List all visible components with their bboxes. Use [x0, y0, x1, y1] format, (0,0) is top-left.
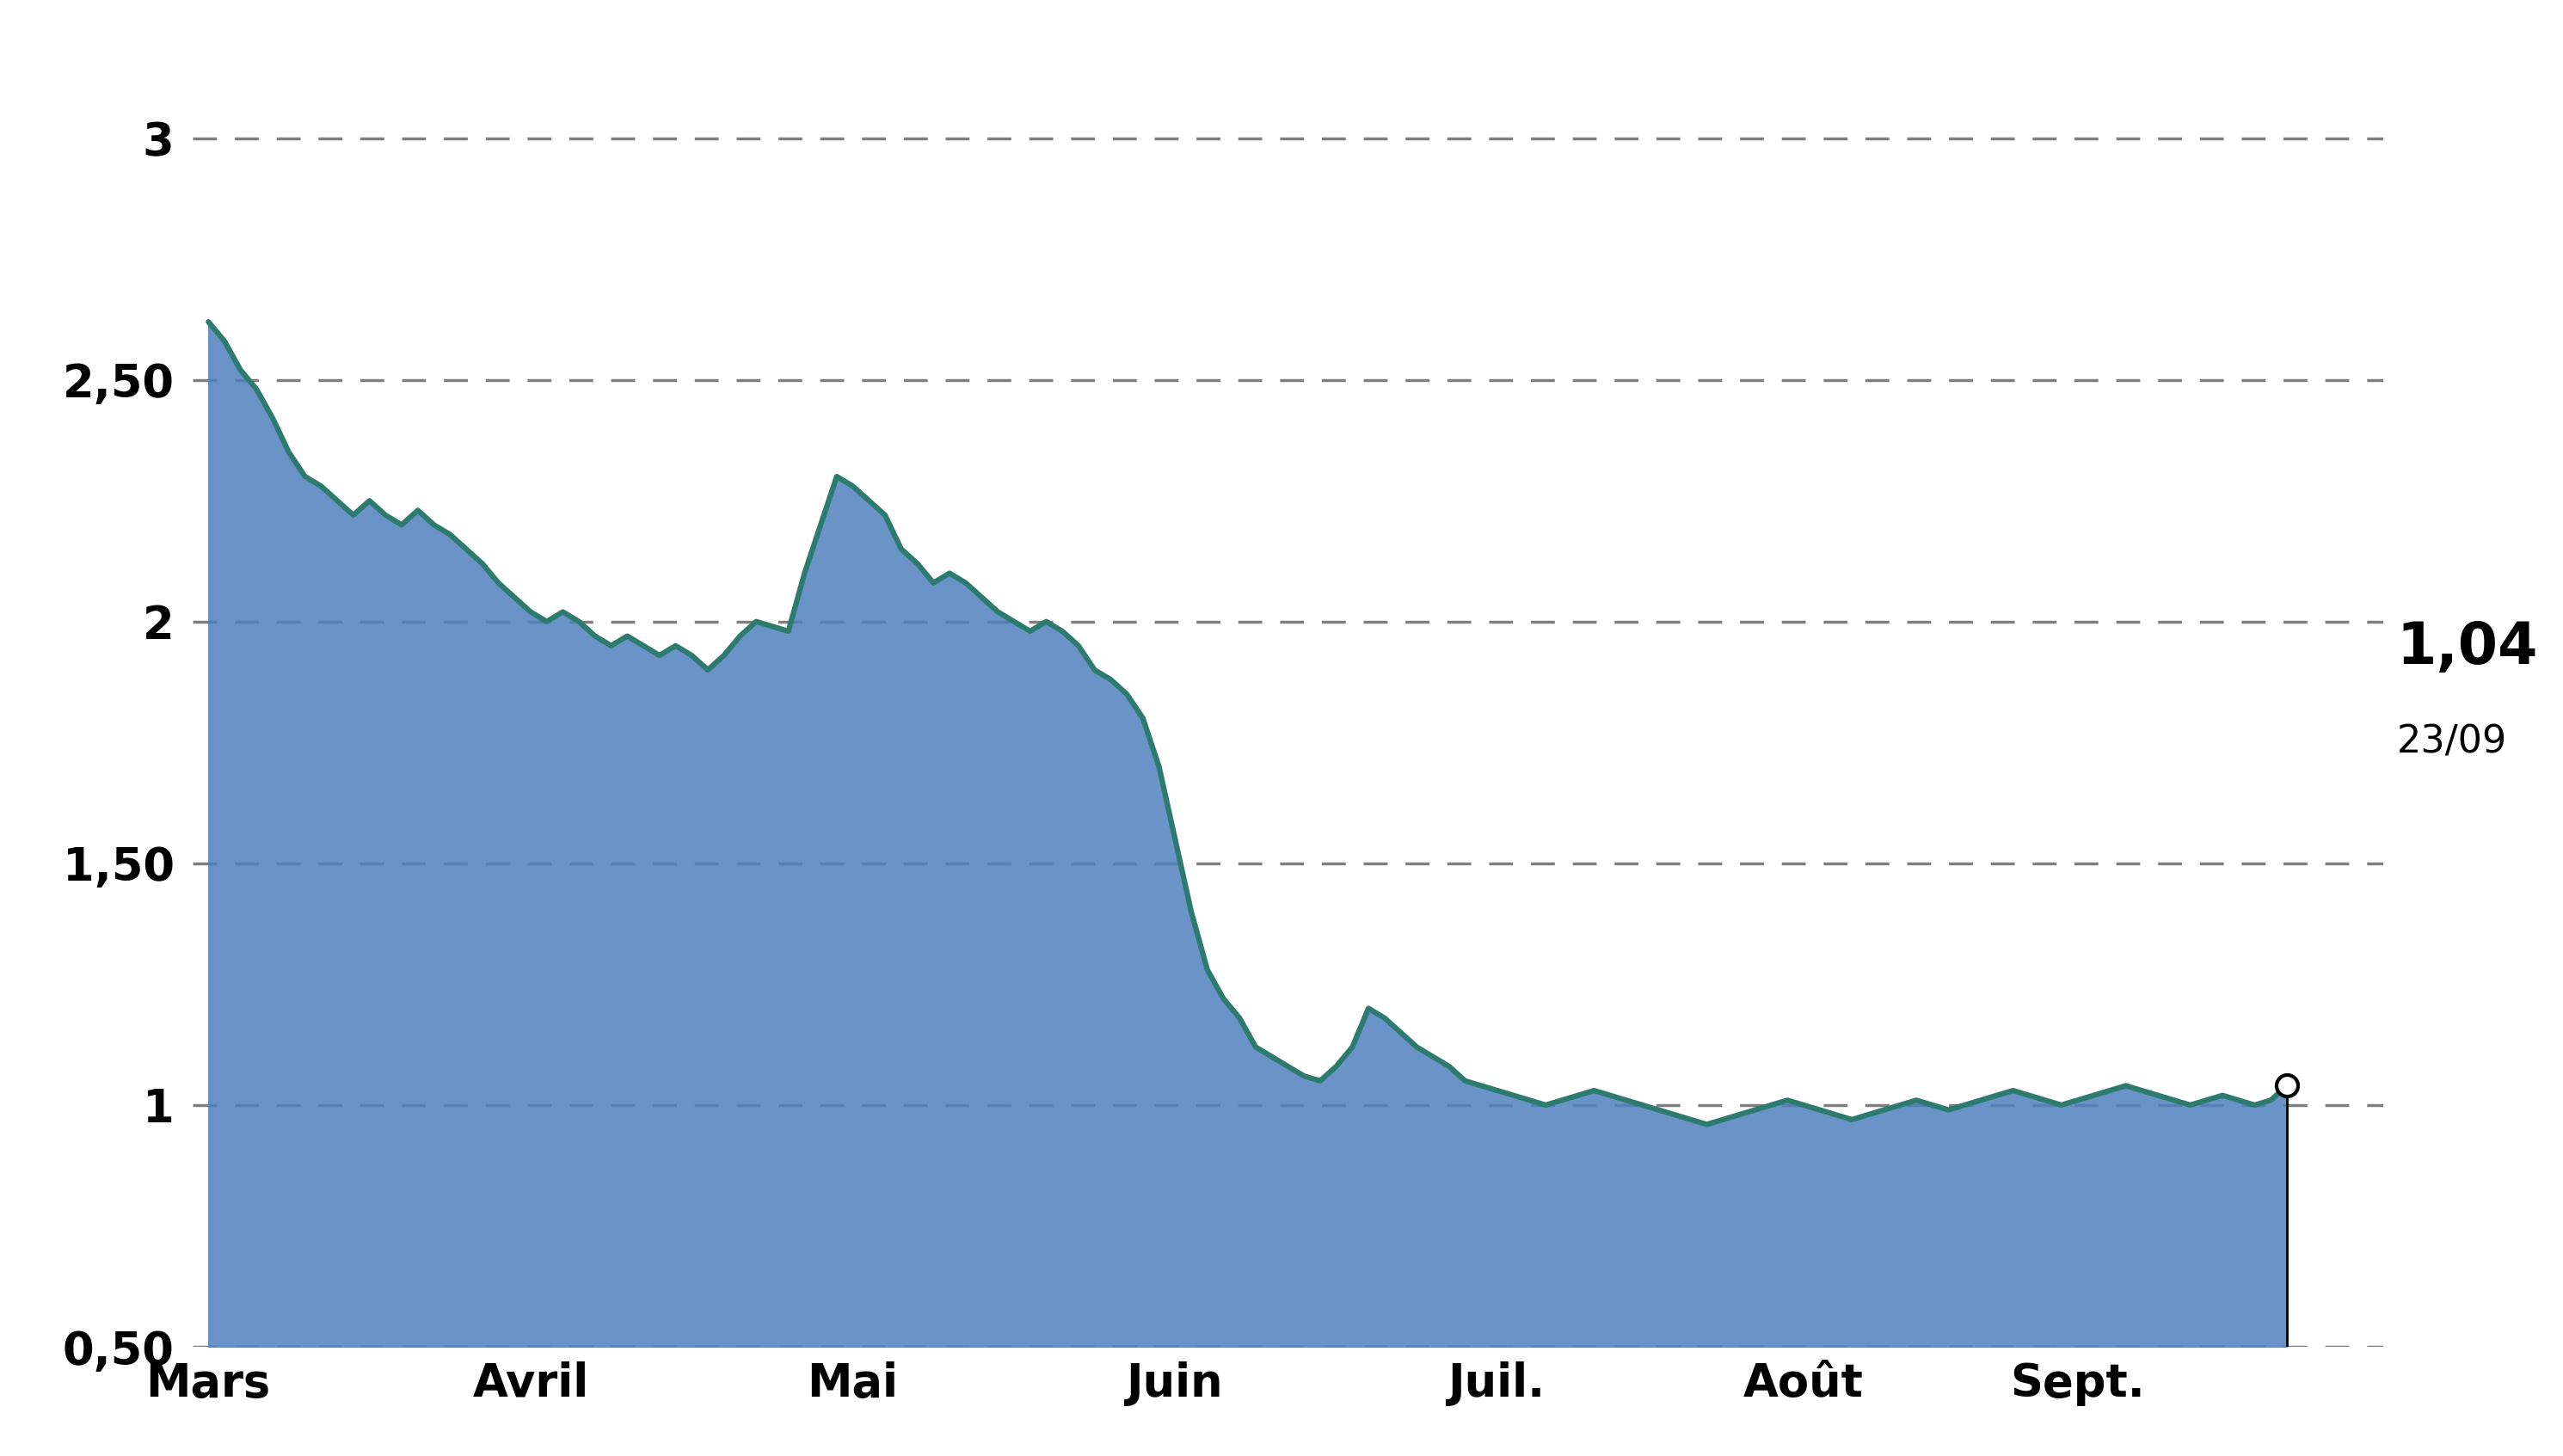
Text: 1,04: 1,04: [2396, 620, 2537, 676]
Text: 23/09: 23/09: [2396, 724, 2507, 761]
Text: AB SCIENCE: AB SCIENCE: [964, 17, 1599, 111]
